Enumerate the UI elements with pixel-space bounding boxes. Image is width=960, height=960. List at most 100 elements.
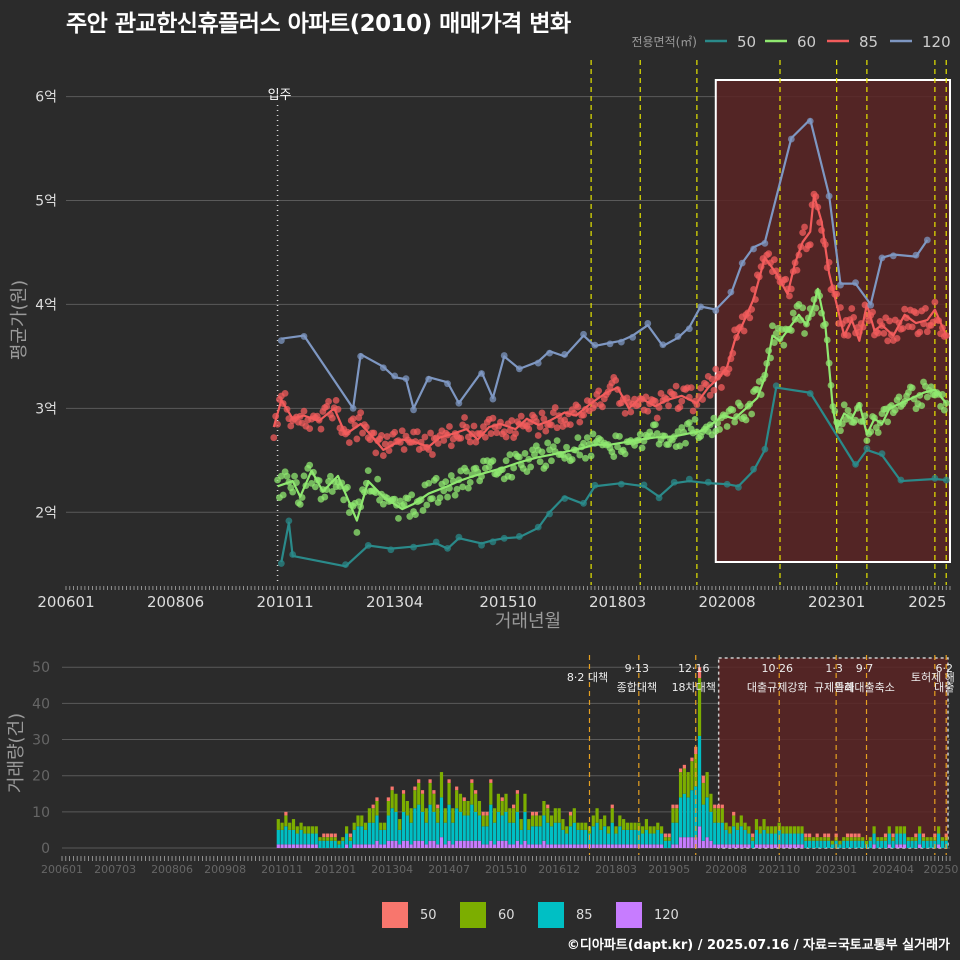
series-85-point xyxy=(710,386,718,394)
volume-bar xyxy=(883,833,888,838)
volume-bar xyxy=(603,844,607,848)
series-60-point xyxy=(464,484,472,492)
series-85-point xyxy=(653,414,661,422)
volume-bar xyxy=(728,833,732,845)
volume-bar xyxy=(363,822,368,830)
volume-bar xyxy=(299,844,303,848)
volume-bar xyxy=(845,833,850,838)
series-85-point xyxy=(678,397,686,405)
series-60-point xyxy=(379,500,387,508)
volume-bar xyxy=(807,833,812,838)
volume-bar xyxy=(428,782,432,805)
volume-bar xyxy=(455,786,459,791)
volume-bar xyxy=(474,811,478,841)
volume-bar xyxy=(352,822,356,830)
series-60-point xyxy=(616,432,623,440)
series-85-point xyxy=(651,397,659,405)
volume-bar xyxy=(546,808,550,823)
volume-bar xyxy=(584,822,588,830)
volume-bar xyxy=(565,844,569,848)
volume-bar xyxy=(428,840,432,848)
volume-bar xyxy=(694,837,698,848)
volume-bar xyxy=(470,779,474,783)
series-60-point xyxy=(863,437,871,445)
vol-x-tick-label: 200703 xyxy=(94,863,136,876)
volume-bar xyxy=(379,829,383,845)
volume-bar xyxy=(557,808,561,823)
volume-bar xyxy=(284,811,288,816)
series-60-point xyxy=(691,415,699,423)
volume-bar xyxy=(295,833,299,845)
volume-bar xyxy=(280,844,284,848)
series-85-point xyxy=(542,427,550,435)
series-60-point xyxy=(508,473,516,481)
volume-bar xyxy=(371,844,375,848)
series-60-point xyxy=(895,393,903,401)
volume-bar xyxy=(826,833,831,838)
series-85-point xyxy=(493,429,501,437)
volume-bar xyxy=(883,837,888,841)
volume-bar xyxy=(447,840,451,848)
volume-bar xyxy=(276,829,280,845)
series-60-point xyxy=(844,406,852,414)
vol-x-tick-label: 202110 xyxy=(758,863,800,876)
volume-bar xyxy=(902,844,907,848)
volume-bar xyxy=(842,840,846,848)
volume-bar xyxy=(405,840,409,848)
series-85-point xyxy=(908,323,916,331)
series-60-point xyxy=(374,475,382,483)
volume-bar xyxy=(481,844,485,848)
series-85-point xyxy=(325,397,332,405)
volume-bar xyxy=(872,826,876,834)
volume-bar xyxy=(527,819,531,830)
volume-bar xyxy=(937,833,941,845)
vol-y-tick-label: 40 xyxy=(32,696,50,712)
volume-bar xyxy=(671,822,675,845)
volume-bar xyxy=(914,837,918,841)
series-85-point xyxy=(712,365,720,373)
volume-bar xyxy=(921,837,926,841)
volume-bar xyxy=(887,826,891,834)
vol-x-tick-label: 202008 xyxy=(705,863,747,876)
x-tick-label: 202301 xyxy=(808,593,865,611)
series-85-point xyxy=(349,415,357,423)
series-60-point xyxy=(638,444,646,452)
series-85-point xyxy=(874,329,882,337)
series-60-point xyxy=(574,434,582,442)
volume-bar xyxy=(629,822,633,830)
volume-bar xyxy=(625,829,630,845)
volume-bar xyxy=(515,840,519,848)
volume-bar xyxy=(455,790,459,809)
volume-bar xyxy=(386,801,390,816)
volume-bar xyxy=(751,833,755,838)
volume-bar xyxy=(671,804,675,809)
series-60-point xyxy=(563,443,570,451)
volume-bar xyxy=(485,844,489,848)
volume-bar xyxy=(659,833,664,845)
series-60-point xyxy=(874,429,882,436)
legend-swatch-120 xyxy=(616,902,642,928)
series-85-point xyxy=(400,446,408,453)
volume-bar xyxy=(553,844,557,848)
volume-bar xyxy=(451,822,455,845)
volume-bar xyxy=(322,840,326,848)
volume-bar xyxy=(872,833,876,845)
volume-bar xyxy=(413,808,417,841)
volume-bar xyxy=(857,837,861,841)
legend-label-85: 85 xyxy=(859,33,878,51)
series-85-point xyxy=(461,414,468,421)
volume-bar xyxy=(466,815,470,841)
volume-bar xyxy=(280,829,284,845)
volume-bar xyxy=(701,840,705,848)
volume-bar xyxy=(367,844,371,848)
x-tick-label: 201510 xyxy=(479,593,536,611)
volume-bar xyxy=(508,808,512,823)
volume-bar xyxy=(580,822,584,830)
vol-y-tick-label: 30 xyxy=(32,733,50,749)
series-85-point xyxy=(480,423,487,431)
volume-bar xyxy=(523,811,527,841)
series-60-point xyxy=(527,463,535,471)
vol-y-tick-label: 20 xyxy=(32,769,50,785)
series-60-point xyxy=(453,485,461,493)
volume-bar xyxy=(937,844,941,848)
